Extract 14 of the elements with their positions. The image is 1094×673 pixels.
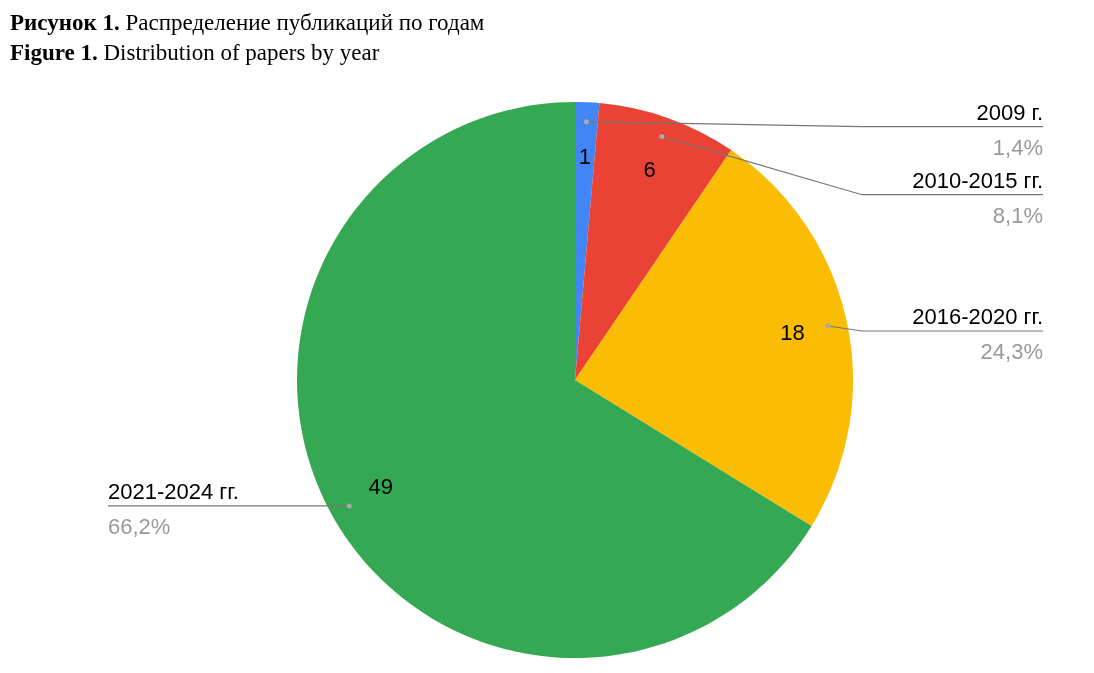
slice-label: 2010-2015 гг.	[912, 167, 1043, 193]
chart-title: Рисунок 1. Распределение публикаций по годам	[10, 10, 485, 35]
data-label: 1,4%	[992, 134, 1043, 160]
chart-subtitle: Figure 1. Distribution of papers by year	[10, 40, 380, 65]
data-label: 8,1%	[992, 202, 1043, 228]
text: 18	[780, 319, 805, 345]
slice-label: 2021-2024 гг.	[108, 478, 239, 504]
text: 6	[643, 156, 656, 182]
text: 1	[578, 143, 591, 169]
data-label: 66,2%	[108, 513, 171, 539]
slice-label: 2016-2020 гг.	[912, 303, 1043, 329]
text: 49	[368, 474, 394, 500]
data-label: 24,3%	[980, 338, 1043, 364]
slice-label: 2009 г.	[976, 99, 1043, 125]
